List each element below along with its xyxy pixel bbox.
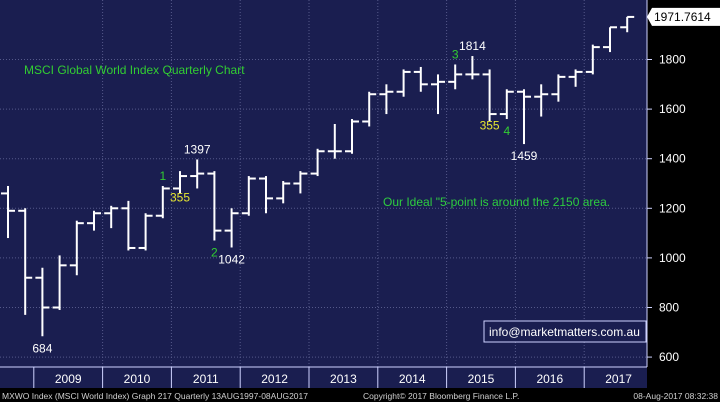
x-tick-label: 2017	[605, 372, 632, 386]
ohlc-bar	[18, 208, 33, 315]
ohlc-bar	[482, 69, 497, 122]
ohlc-bar	[362, 91, 377, 127]
ohlc-bar	[241, 176, 256, 216]
footer-timestamp: 08-Aug-2017 08:32:38	[633, 391, 718, 401]
ohlc-bar	[207, 171, 222, 241]
annotation-label: 355	[170, 190, 190, 204]
annotation-label: 1814	[459, 39, 486, 53]
target-note: Our Ideal "5-point is around the 2150 ar…	[383, 195, 610, 209]
footer-copyright: Copyright© 2017 Bloomberg Finance L.P.	[363, 391, 519, 401]
x-tick-label: 2013	[330, 372, 357, 386]
ohlc-bar	[293, 171, 308, 194]
ohlc-bar	[603, 26, 617, 53]
ohlc-bar	[465, 56, 480, 80]
annotation-label: 1042	[218, 252, 245, 266]
y-tick-label: 1200	[659, 201, 686, 215]
ohlc-bar	[568, 69, 583, 87]
ohlc-bar	[259, 176, 273, 214]
ohlc-bar	[52, 255, 67, 310]
y-tick-label: 1800	[659, 53, 686, 67]
annotation-label: 1459	[511, 149, 538, 163]
x-tick-label: 2014	[399, 372, 426, 386]
x-axis-band	[0, 367, 647, 388]
last-price-tag: 1971.7614	[647, 7, 720, 26]
ohlc-bar	[1, 185, 15, 239]
ohlc-bar	[35, 267, 50, 337]
ohlc-bar	[173, 171, 187, 194]
x-tick-label: 2016	[536, 372, 563, 386]
annotation-label: 2	[211, 246, 218, 260]
x-tick-label: 2012	[261, 372, 288, 386]
x-tick-label: 2011	[193, 372, 219, 386]
last-price-marker	[647, 7, 720, 26]
annotation-label: 4	[503, 124, 510, 138]
website-box	[483, 320, 647, 343]
ohlc-bar	[534, 84, 549, 117]
x-tick-label: 2009	[55, 372, 82, 386]
ohlc-bar	[448, 64, 463, 90]
y-tick-label: 1000	[659, 251, 686, 265]
plot-area	[0, 0, 647, 367]
x-axis: 2009 2010 2011 2012 2013 2014 2015 2016 2017	[0, 366, 647, 388]
ohlc-bar	[551, 74, 566, 102]
ohlc-bar	[431, 74, 445, 115]
ohlc-bar	[413, 66, 428, 92]
website-link[interactable]: info@marketmatters.com.au	[489, 325, 640, 339]
ohlc-bar	[155, 185, 170, 219]
y-tick-label: 1600	[659, 102, 686, 116]
ohlc-bars	[1, 15, 635, 337]
ohlc-bar	[276, 181, 291, 204]
annotation-label: 3	[452, 47, 459, 61]
x-tick-label: 2015	[468, 372, 495, 386]
ohlc-bar	[138, 213, 153, 251]
grid-lines	[0, 0, 647, 367]
annotation-label: 684	[32, 341, 52, 355]
chart-title: MSCI Global World Index Quarterly Chart	[24, 63, 245, 77]
annotation-label: 355	[480, 119, 500, 133]
ohlc-bar	[620, 15, 635, 33]
ohlc-bar	[396, 69, 411, 97]
ohlc-bar	[345, 119, 359, 154]
ohlc-bar	[190, 159, 205, 189]
ohlc-bar	[224, 208, 239, 248]
ohlc-bar	[69, 220, 84, 276]
annotation-label: 1	[159, 169, 166, 183]
ohlc-bar	[310, 148, 325, 177]
ohlc-bar	[379, 84, 394, 115]
y-tick-label: 1400	[659, 152, 686, 166]
ohlc-bar	[517, 89, 531, 145]
y-tick-label: 600	[659, 350, 679, 364]
y-axis: 600 800 1000 1200 1400 1600 1800	[646, 0, 686, 367]
ohlc-bar	[327, 123, 342, 159]
ohlc-bar	[585, 44, 600, 75]
y-tick-label: 800	[659, 300, 679, 314]
ohlc-bar	[104, 205, 119, 229]
annotation-label: 1397	[184, 142, 211, 156]
footer-bar	[0, 388, 720, 402]
last-price-label: 1971.7614	[654, 10, 711, 24]
ohlc-bar	[87, 210, 101, 231]
ohlc-bar	[121, 200, 136, 251]
x-tick-label: 2010	[124, 372, 151, 386]
ohlc-bar	[499, 89, 514, 120]
footer-source: MXWO Index (MSCI World Index) Graph 217 …	[2, 391, 308, 401]
